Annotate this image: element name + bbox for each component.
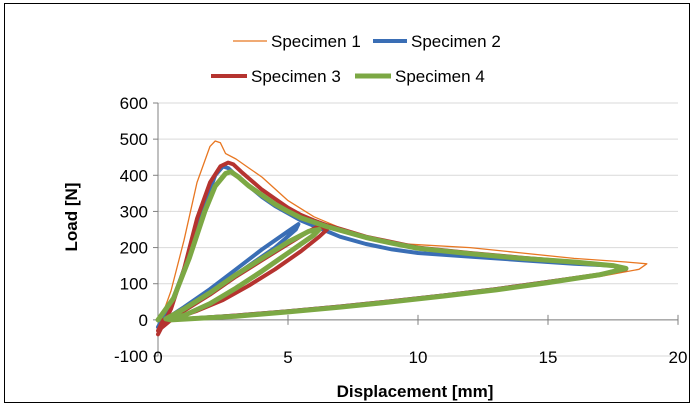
y-tick-label-6: 500 xyxy=(120,130,148,149)
legend-entry-specimen-1: Specimen 1 xyxy=(233,32,361,51)
y-tick-label-4: 300 xyxy=(120,202,148,221)
x-tick-label-1: 5 xyxy=(283,348,292,367)
legend-label-specimen-4: Specimen 4 xyxy=(395,67,485,86)
x-tick-label-0: 0 xyxy=(153,348,162,367)
y-tick-label-7: 600 xyxy=(120,94,148,113)
y-tick-label-1: 0 xyxy=(139,311,148,330)
legend-label-specimen-3: Specimen 3 xyxy=(251,67,341,86)
y-tick-label-3: 200 xyxy=(120,239,148,258)
legend-label-specimen-1: Specimen 1 xyxy=(271,32,361,51)
x-axis-title: Displacement [mm] xyxy=(337,382,494,401)
axes xyxy=(153,102,679,357)
x-tick-label-3: 15 xyxy=(539,348,558,367)
x-tick-label-2: 10 xyxy=(409,348,428,367)
x-tick-label-4: 20 xyxy=(669,348,688,367)
y-axis-title: Load [N] xyxy=(62,183,81,252)
series-line-specimen-4 xyxy=(155,169,629,323)
legend-label-specimen-2: Specimen 2 xyxy=(411,32,501,51)
legend: Specimen 1 Specimen 2 Specimen 3 Specime… xyxy=(211,32,501,86)
legend-entry-specimen-2: Specimen 2 xyxy=(373,32,501,51)
x-tick-labels: 0 5 10 15 20 xyxy=(153,348,687,367)
y-tick-label-2: 100 xyxy=(120,275,148,294)
legend-entry-specimen-3: Specimen 3 xyxy=(211,67,341,86)
legend-entry-specimen-4: Specimen 4 xyxy=(355,67,485,86)
chart-frame: -100 0 100 200 300 400 500 600 0 5 10 15 20 Displac… xyxy=(4,3,690,403)
series-group xyxy=(155,140,648,337)
y-tick-label-0: -100 xyxy=(114,347,148,366)
y-tick-label-5: 400 xyxy=(120,166,148,185)
y-tick-labels: -100 0 100 200 300 400 500 600 xyxy=(114,94,148,366)
line-chart: -100 0 100 200 300 400 500 600 0 5 10 15 20 Displac… xyxy=(62,32,687,401)
